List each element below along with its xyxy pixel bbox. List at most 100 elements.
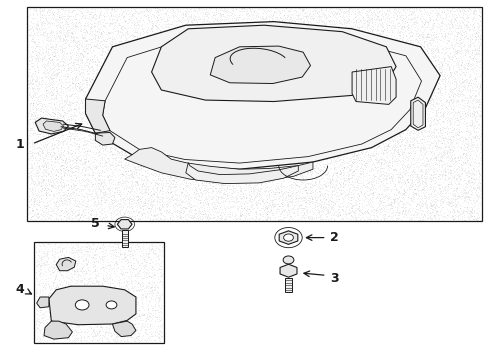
Point [30, 161, 38, 167]
Point [98, 16, 105, 22]
Point [159, 67, 167, 73]
Point [319, 45, 326, 51]
Point [241, 123, 249, 129]
Point [390, 76, 398, 82]
Point [273, 30, 281, 35]
Point [469, 110, 477, 116]
Point [333, 65, 341, 71]
Point [201, 112, 209, 118]
Point [388, 23, 396, 29]
Point [127, 179, 135, 185]
Point [166, 75, 174, 81]
Point [418, 125, 426, 131]
Point [146, 313, 154, 319]
Point [313, 149, 321, 155]
Point [428, 63, 436, 69]
Point [270, 139, 278, 145]
Point [171, 204, 179, 210]
Point [149, 79, 157, 85]
Point [140, 80, 148, 86]
Point [360, 88, 367, 94]
Point [373, 208, 381, 214]
Point [182, 5, 190, 11]
Point [398, 176, 406, 182]
Point [168, 198, 176, 203]
Point [95, 49, 102, 54]
Point [251, 19, 259, 25]
Point [224, 217, 232, 223]
Point [230, 117, 238, 123]
Point [406, 125, 414, 131]
Point [465, 187, 472, 193]
Point [240, 113, 247, 119]
Point [220, 30, 227, 35]
Point [90, 54, 98, 60]
Point [103, 112, 111, 117]
Point [376, 22, 384, 28]
Point [119, 94, 127, 100]
Point [45, 37, 53, 43]
Point [284, 201, 291, 207]
Point [70, 28, 78, 34]
Point [258, 66, 265, 72]
Point [160, 38, 168, 44]
Point [123, 148, 131, 154]
Point [213, 43, 221, 49]
Point [105, 275, 113, 281]
Point [136, 327, 143, 332]
Point [62, 337, 70, 342]
Point [109, 155, 117, 161]
Point [79, 73, 86, 79]
Point [306, 96, 314, 102]
Point [78, 77, 86, 82]
Point [389, 147, 397, 153]
Point [270, 124, 278, 130]
Point [345, 142, 353, 148]
Point [452, 69, 460, 75]
Point [135, 170, 142, 175]
Point [110, 172, 118, 178]
Point [140, 80, 148, 86]
Point [166, 29, 174, 35]
Point [354, 120, 362, 125]
Point [171, 99, 179, 105]
Point [201, 10, 208, 16]
Point [387, 22, 395, 28]
Point [206, 64, 214, 69]
Point [147, 133, 155, 139]
Point [235, 213, 243, 219]
Point [228, 21, 236, 26]
Point [326, 193, 334, 198]
Point [374, 31, 382, 37]
Point [329, 217, 337, 223]
Point [86, 191, 94, 197]
Point [261, 38, 268, 44]
Point [287, 45, 295, 51]
Point [406, 37, 413, 42]
Point [137, 118, 144, 124]
Point [211, 63, 219, 68]
Point [211, 193, 219, 199]
Point [344, 98, 352, 103]
Point [365, 7, 372, 13]
Point [101, 73, 109, 78]
Point [33, 181, 41, 187]
Point [34, 255, 42, 261]
Point [99, 275, 106, 281]
Point [446, 209, 453, 215]
Point [227, 148, 235, 153]
Point [120, 79, 127, 85]
Point [311, 29, 319, 35]
Point [180, 41, 187, 47]
Point [227, 157, 235, 163]
Point [318, 39, 325, 44]
Point [469, 214, 477, 220]
Point [75, 217, 83, 223]
Point [151, 250, 159, 256]
Point [87, 49, 95, 55]
Point [129, 322, 137, 328]
Point [310, 146, 318, 152]
Point [28, 24, 36, 30]
Point [41, 280, 49, 286]
Point [374, 159, 382, 165]
